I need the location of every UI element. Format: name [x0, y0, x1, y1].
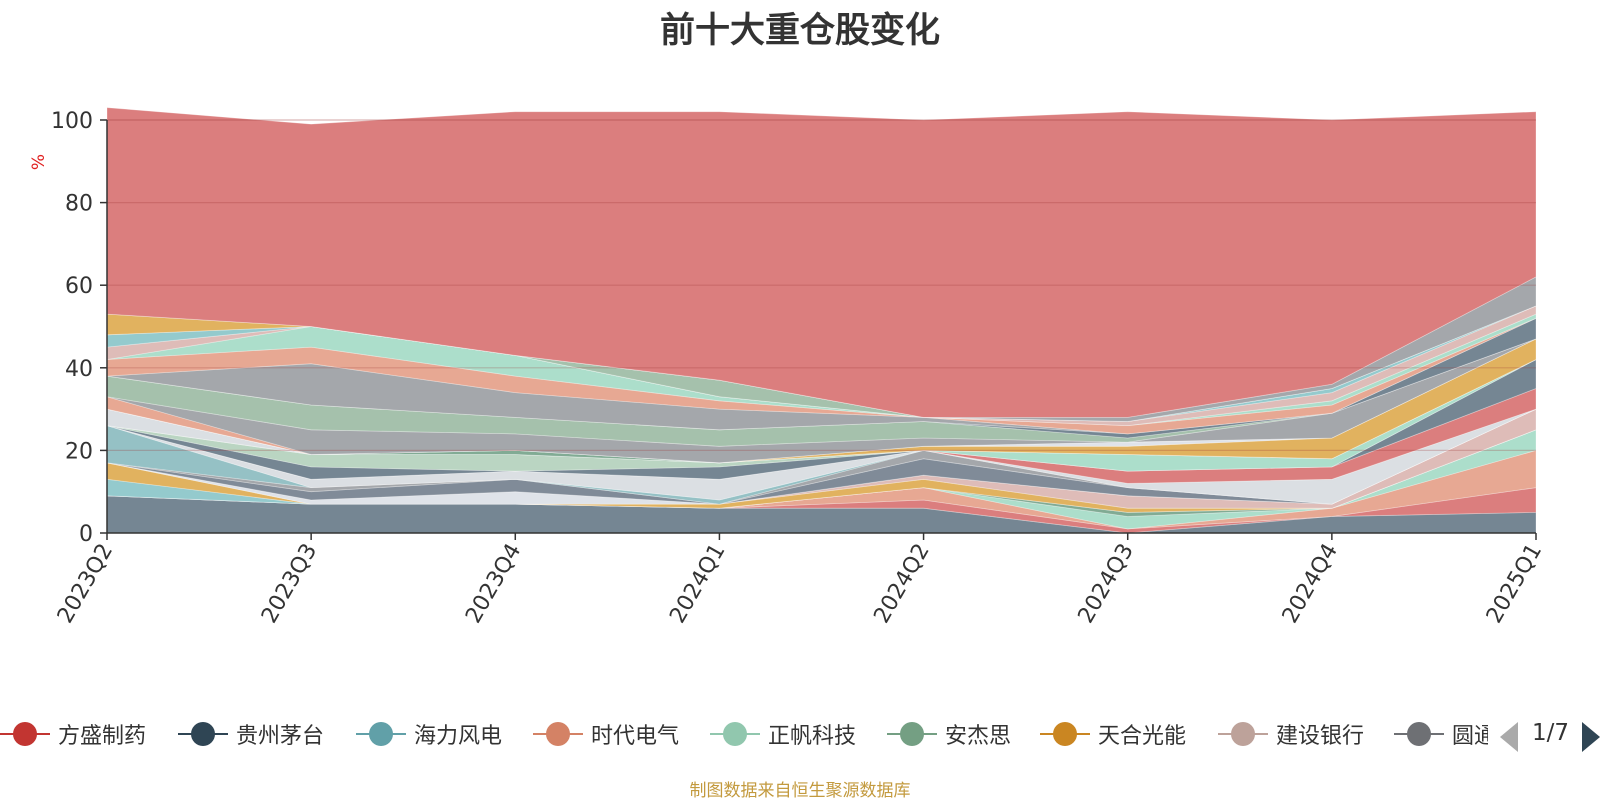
x-tick-label: 2025Q1: [1482, 540, 1547, 628]
x-tick-label: 2024Q1: [665, 540, 730, 628]
legend-next-page-icon[interactable]: [1582, 722, 1600, 752]
legend-item[interactable]: 天合光能: [1040, 714, 1186, 754]
area-series-25: [106, 317, 1537, 439]
legend-label: 安杰思: [945, 724, 1012, 749]
legend-line-marker-icon: [1218, 722, 1268, 746]
legend-line-marker-icon: [178, 722, 228, 746]
legend-item[interactable]: 贵州茅台: [178, 714, 324, 754]
legend-item[interactable]: 圆通速递: [1394, 714, 1488, 754]
legend-circle-marker-icon: [900, 722, 924, 746]
legend-circle-marker-icon: [1407, 722, 1431, 746]
legend-label: 圆通速递: [1452, 724, 1488, 749]
legend-line-marker-icon: [533, 722, 583, 746]
area-series-27: [106, 317, 1537, 435]
area-series-14: [106, 387, 1537, 484]
area-series-34: [106, 107, 1537, 418]
legend-circle-marker-icon: [191, 722, 215, 746]
y-gridlines: [107, 119, 1536, 451]
y-tick-label: 80: [65, 192, 93, 217]
legend-item[interactable]: 海力风电: [356, 714, 502, 754]
chart-title: 前十大重仓股变化: [659, 11, 940, 51]
stacked-area-chart: 0 20 40 60 80 100 2023Q2 2023Q3 2023Q4 2024Q1 2024…: [29, 107, 1547, 628]
y-axis-label: %: [29, 154, 49, 170]
x-tick-label: 2024Q3: [1074, 540, 1139, 628]
legend-page-indicator: 1/7: [1532, 720, 1570, 746]
legend-label: 贵州茅台: [236, 724, 325, 749]
legend-label: 时代电气: [591, 724, 680, 749]
legend-prev-page-icon[interactable]: [1500, 722, 1518, 752]
legend: 方盛制药 贵州茅台 海力风电 时代电气 正帆科技 安杰思 天合光能 建设银行 圆通速递: [0, 714, 1488, 754]
x-tick-label: 2023Q3: [257, 540, 322, 628]
x-tick-label: 2023Q4: [461, 540, 526, 628]
area-series-group: [106, 107, 1537, 534]
legend-label: 海力风电: [414, 724, 503, 749]
legend-item[interactable]: 时代电气: [533, 714, 679, 754]
legend-line-marker-icon: [1394, 722, 1444, 746]
y-tick-label: 40: [65, 357, 93, 382]
legend-line-marker-icon: [887, 722, 937, 746]
x-tick-label: 2024Q4: [1278, 540, 1343, 628]
legend-circle-marker-icon: [546, 722, 570, 746]
legend-label: 建设银行: [1276, 724, 1365, 749]
legend-label: 天合光能: [1098, 724, 1187, 749]
legend-circle-marker-icon: [369, 722, 393, 746]
y-tick-label: 100: [51, 109, 93, 134]
legend-item[interactable]: 方盛制药: [0, 714, 146, 754]
legend-label: 正帆科技: [768, 724, 857, 749]
legend-line-marker-icon: [356, 722, 406, 746]
legend-circle-marker-icon: [13, 722, 37, 746]
legend-line-marker-icon: [1040, 722, 1090, 746]
legend-circle-marker-icon: [1053, 722, 1077, 746]
legend-circle-marker-icon: [1231, 722, 1255, 746]
x-tick-label: 2023Q2: [53, 540, 118, 628]
legend-label: 方盛制药: [58, 724, 147, 749]
y-tick-label: 60: [65, 274, 93, 299]
legend-item[interactable]: 建设银行: [1218, 714, 1364, 754]
legend-line-marker-icon: [710, 722, 760, 746]
legend-item[interactable]: 正帆科技: [710, 714, 856, 754]
legend-circle-marker-icon: [723, 722, 747, 746]
x-tick-label: 2024Q2: [869, 540, 934, 628]
data-source-footer: 制图数据来自恒生聚源数据库: [689, 781, 911, 801]
area-series-20: [106, 338, 1537, 464]
legend-pager: 1/7: [1500, 714, 1600, 754]
y-tick-label: 0: [79, 522, 93, 547]
y-tick-label: 20: [65, 439, 93, 464]
legend-item[interactable]: 安杰思: [887, 714, 1011, 754]
legend-line-marker-icon: [0, 722, 50, 746]
